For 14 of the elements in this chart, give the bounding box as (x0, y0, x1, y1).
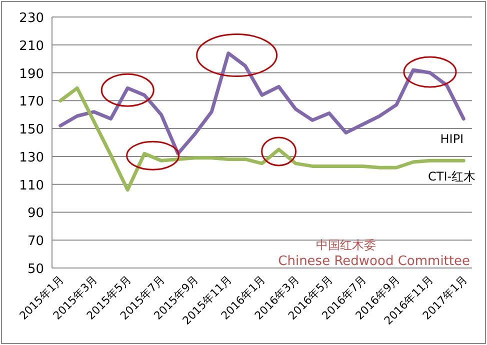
y-tick-label: 190 (19, 66, 44, 82)
y-tick-label: 170 (19, 94, 44, 110)
y-tick-label: 130 (19, 150, 44, 166)
series-label: HIPI (440, 132, 464, 146)
y-tick-label: 110 (19, 178, 44, 194)
series-label: CTI-红木 (428, 170, 476, 184)
y-tick-label: 210 (19, 38, 44, 54)
y-tick-label: 230 (19, 11, 44, 26)
annotation: Chinese Redwood Committee (278, 254, 470, 269)
y-tick-label: 90 (27, 206, 44, 222)
annotation: 中国红木委 (316, 238, 376, 252)
y-tick-label: 150 (19, 122, 44, 138)
y-tick-label: 50 (27, 262, 44, 277)
y-tick-label: 70 (27, 234, 44, 250)
